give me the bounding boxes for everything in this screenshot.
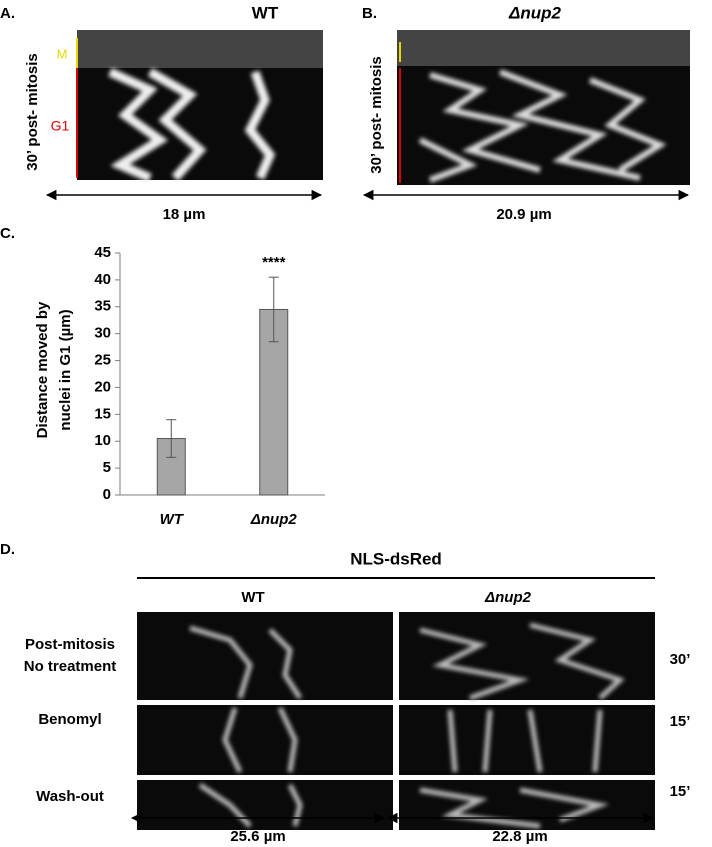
phase-label: M — [57, 46, 68, 61]
time-label: 30’ — [670, 651, 691, 668]
panel-title: NLS-dsRed — [350, 549, 442, 568]
y-tick-label: 45 — [94, 244, 111, 261]
row-label: Post-mitosis — [25, 636, 115, 653]
y-axis-label: Distance moved by — [34, 301, 51, 438]
y-tick-label: 10 — [94, 432, 111, 449]
row-label: Wash-out — [36, 788, 104, 805]
time-label: 15’ — [670, 783, 691, 800]
axis-label: 30’ post- mitosis — [368, 56, 385, 174]
y-tick-label: 5 — [103, 459, 111, 476]
panel-label: A. — [0, 5, 15, 22]
scale-label: 25.6 µm — [230, 828, 285, 845]
panel-label: B. — [362, 5, 377, 22]
significance: **** — [262, 254, 286, 271]
y-tick-label: 25 — [94, 352, 111, 369]
phase-label: G1 — [51, 118, 70, 134]
y-axis-label: nuclei in G1 (µm) — [57, 309, 74, 430]
y-tick-label: 20 — [94, 378, 111, 395]
y-tick-label: 15 — [94, 405, 111, 422]
x-tick-label: WT — [160, 511, 185, 528]
column-header: WT — [241, 589, 264, 606]
scale-label: 18 µm — [163, 206, 206, 223]
axis-label: 30’ post- mitosis — [24, 53, 41, 171]
panel-title: Δnup2 — [508, 3, 562, 22]
row-label: Benomyl — [38, 711, 101, 728]
kymograph — [397, 30, 690, 185]
kymograph-grid — [137, 612, 655, 830]
panel-title: WT — [252, 3, 279, 22]
panel-label: C. — [0, 225, 15, 242]
panel-label: D. — [0, 541, 15, 558]
scale-label: 22.8 µm — [492, 828, 547, 845]
column-header: Δnup2 — [484, 589, 532, 606]
kymograph — [77, 30, 323, 183]
scale-label: 20.9 µm — [496, 206, 551, 223]
y-tick-label: 30 — [94, 325, 111, 342]
row-label: No treatment — [24, 658, 117, 675]
y-tick-label: 0 — [103, 486, 111, 503]
bar-chart: 0 5 10 15 20 25 30 35 40 45 WT Δnup2 **** — [94, 244, 325, 528]
y-tick-label: 35 — [94, 298, 111, 315]
y-tick-label: 40 — [94, 271, 111, 288]
x-tick-label: Δnup2 — [250, 511, 298, 528]
time-label: 15’ — [670, 713, 691, 730]
